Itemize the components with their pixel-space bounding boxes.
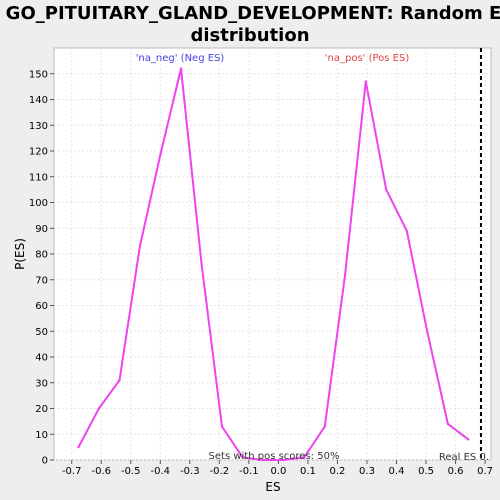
x-tick-label: -0.1	[239, 466, 259, 477]
data-point	[426, 330, 429, 333]
data-point	[446, 422, 450, 426]
data-point	[302, 456, 306, 459]
y-tick-label: 100	[29, 198, 48, 209]
y-tick-label: 150	[29, 69, 48, 80]
data-point	[261, 458, 265, 462]
legend-pos-es: 'na_pos' (Pos ES)	[325, 53, 410, 64]
data-point	[343, 273, 347, 276]
chart-title-line-1: GO_PITUITARY_GLAND_DEVELOPMENT: Random E…	[6, 3, 500, 24]
y-tick-label: 120	[29, 147, 48, 158]
series-points	[77, 67, 470, 462]
y-tick-label: 0	[42, 456, 48, 467]
x-tick-label: -0.2	[210, 466, 230, 477]
x-tick-label: 0.6	[448, 466, 464, 477]
x-tick-label: 0.1	[300, 466, 316, 477]
y-tick-label: 80	[35, 250, 48, 261]
pos-scores-note: Sets with pos scores: 50%	[209, 451, 340, 462]
y-axis-label: P(ES)	[13, 238, 27, 270]
legend-neg-es: 'na_neg' (Neg ES)	[136, 53, 225, 64]
x-tick-label: -0.6	[91, 466, 111, 477]
data-point	[179, 67, 183, 70]
data-point	[97, 407, 101, 410]
y-tick-label: 130	[29, 121, 48, 132]
chart-title-line-2: distribution	[190, 25, 309, 46]
x-tick-label: 0.2	[330, 466, 346, 477]
x-axis-label: ES	[265, 480, 280, 494]
data-point	[200, 263, 203, 266]
x-tick-label: -0.7	[62, 466, 82, 477]
real-es-label: Real ES 0.	[439, 452, 489, 463]
x-tick-label: -0.4	[151, 466, 171, 477]
y-tick-label: 90	[35, 224, 48, 235]
x-tick-label: 0.5	[418, 466, 434, 477]
y-tick-label: 20	[35, 404, 48, 415]
y-tick-label: 60	[35, 301, 48, 312]
x-tick-label: -0.3	[180, 466, 200, 477]
x-axis-ticks: -0.7 -0.6 -0.5 -0.4 -0.3 -0.2 -0.1 0.0 0.1 0.2 0.3…	[62, 460, 493, 477]
grid	[54, 48, 491, 461]
y-axis-ticks: 0 10 20 30 40 50 60 70 80 90 100 110 120 130 140 150	[29, 69, 54, 467]
y-tick-label: 110	[29, 172, 48, 183]
data-point	[364, 80, 368, 83]
data-point	[241, 456, 244, 459]
x-tick-label: 0.7	[477, 466, 493, 477]
y-tick-label: 30	[35, 378, 48, 389]
x-tick-label: 0.3	[359, 466, 375, 477]
data-point	[384, 188, 388, 191]
data-point	[323, 425, 326, 428]
series-line	[77, 68, 469, 461]
data-point	[282, 458, 285, 462]
data-point	[467, 438, 470, 441]
y-tick-label: 140	[29, 95, 48, 106]
x-tick-label: 0.0	[270, 466, 286, 477]
x-tick-label: 0.4	[389, 466, 405, 477]
y-tick-label: 40	[35, 353, 48, 364]
data-point	[118, 378, 121, 382]
data-point	[138, 245, 142, 248]
x-tick-label: -0.5	[121, 466, 141, 477]
data-point	[220, 425, 224, 428]
y-tick-label: 10	[35, 430, 48, 441]
data-point	[405, 229, 409, 233]
y-tick-label: 70	[35, 275, 48, 286]
data-point	[159, 152, 162, 155]
y-tick-label: 50	[35, 327, 48, 338]
data-point	[77, 445, 80, 449]
